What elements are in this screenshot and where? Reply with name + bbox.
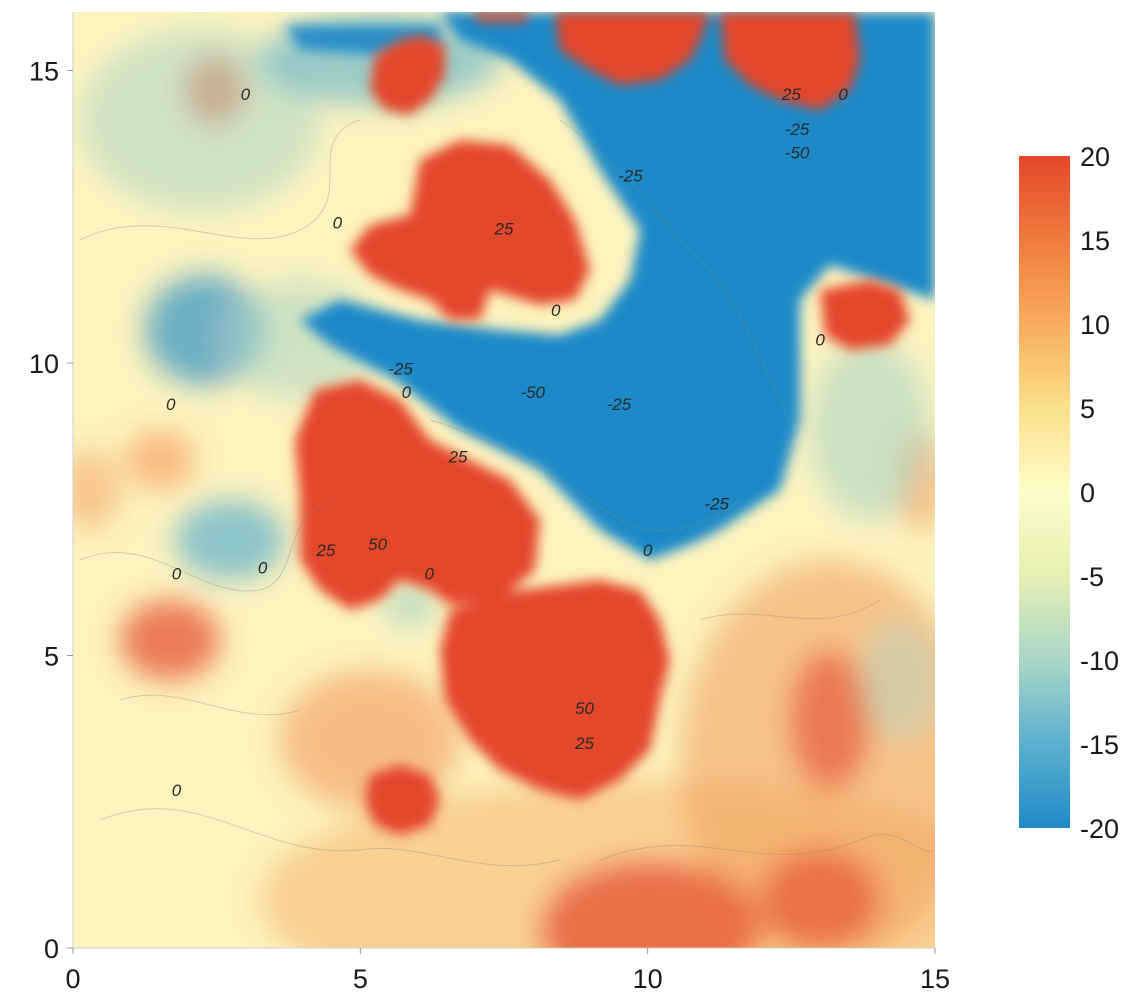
colorbar-tick-label: 20	[1080, 142, 1110, 172]
contour-label: -50	[520, 383, 545, 402]
colorbar-tick-label: 10	[1080, 310, 1110, 340]
x-tick-label: 15	[920, 964, 950, 994]
colorbar-tick-label: -20	[1080, 814, 1119, 844]
contour-label: 0	[172, 564, 182, 583]
y-tick-label: 0	[44, 934, 59, 964]
x-axis-ticks: 0 5 10 15	[65, 948, 950, 994]
contour-label: 0	[551, 301, 561, 320]
y-tick-label: 5	[44, 642, 59, 672]
y-tick-label: 10	[29, 349, 59, 379]
contour-label: 0	[241, 85, 251, 104]
contour-label: -50	[785, 143, 810, 162]
y-axis-ticks: 0 5 10 15	[29, 57, 73, 965]
contour-label: -25	[618, 167, 643, 186]
colorbar-tick-label: -5	[1080, 562, 1104, 592]
contour-label: -25	[607, 395, 632, 414]
contour-label: 25	[494, 219, 514, 238]
x-tick-label: 10	[633, 964, 663, 994]
contour-label: 0	[643, 541, 653, 560]
contour-label: -25	[388, 360, 413, 379]
x-tick-label: 5	[353, 964, 368, 994]
contour-label: 50	[368, 535, 387, 554]
contour-label: 50	[575, 699, 594, 718]
contour-label: 0	[166, 395, 176, 414]
contour-label: 0	[333, 213, 343, 232]
colorbar-tick-label: -15	[1080, 730, 1119, 760]
contour-label: -25	[704, 494, 729, 513]
contour-label: 25	[315, 541, 335, 560]
colorbar-tick-label: 0	[1080, 478, 1095, 508]
y-tick-label: 15	[29, 57, 59, 87]
contour-label: 0	[172, 781, 182, 800]
colorbar-tick-label: 15	[1080, 226, 1110, 256]
x-tick-label: 0	[65, 964, 80, 994]
contour-label: 25	[574, 734, 594, 753]
contour-label: 0	[402, 383, 412, 402]
contour-label: 25	[781, 85, 801, 104]
colorbar-tick-label: 5	[1080, 394, 1095, 424]
colorbar-tick-label: -10	[1080, 646, 1119, 676]
colorbar-gradient	[1019, 156, 1070, 828]
colorbar: 20 15 10 5 0 -5 -10 -15 -20	[1019, 142, 1119, 844]
contour-label: 0	[838, 85, 848, 104]
contour-label: 0	[258, 559, 268, 578]
contour-label: 25	[448, 447, 468, 466]
colorbar-ticks: 20 15 10 5 0 -5 -10 -15 -20	[1080, 142, 1119, 844]
contour-label: 0	[425, 564, 435, 583]
contour-label: 0	[815, 330, 825, 349]
contour-label: -25	[785, 120, 810, 139]
